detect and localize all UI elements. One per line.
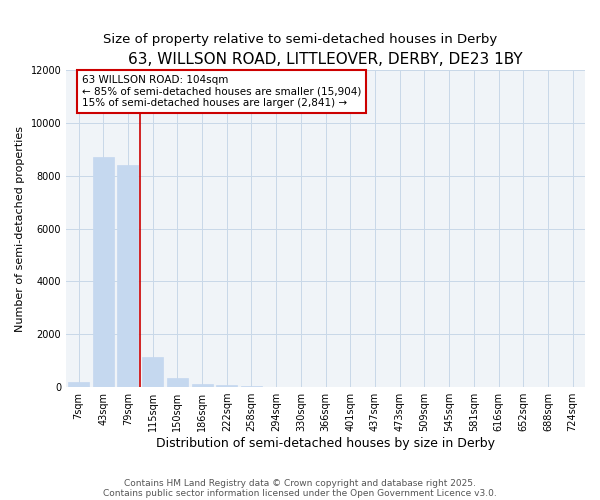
Text: Size of property relative to semi-detached houses in Derby: Size of property relative to semi-detach… [103, 32, 497, 46]
Y-axis label: Number of semi-detached properties: Number of semi-detached properties [15, 126, 25, 332]
Text: Contains public sector information licensed under the Open Government Licence v3: Contains public sector information licen… [103, 488, 497, 498]
Text: Contains HM Land Registry data © Crown copyright and database right 2025.: Contains HM Land Registry data © Crown c… [124, 478, 476, 488]
Bar [167, 378, 188, 387]
Bar [68, 382, 89, 387]
X-axis label: Distribution of semi-detached houses by size in Derby: Distribution of semi-detached houses by … [156, 437, 495, 450]
Bar [93, 157, 114, 387]
Bar [118, 165, 139, 387]
Bar [216, 385, 237, 387]
Text: 63 WILLSON ROAD: 104sqm
← 85% of semi-detached houses are smaller (15,904)
15% o: 63 WILLSON ROAD: 104sqm ← 85% of semi-de… [82, 75, 361, 108]
Bar [191, 384, 212, 387]
Title: 63, WILLSON ROAD, LITTLEOVER, DERBY, DE23 1BY: 63, WILLSON ROAD, LITTLEOVER, DERBY, DE2… [128, 52, 523, 68]
Bar [241, 386, 262, 387]
Bar [142, 356, 163, 387]
